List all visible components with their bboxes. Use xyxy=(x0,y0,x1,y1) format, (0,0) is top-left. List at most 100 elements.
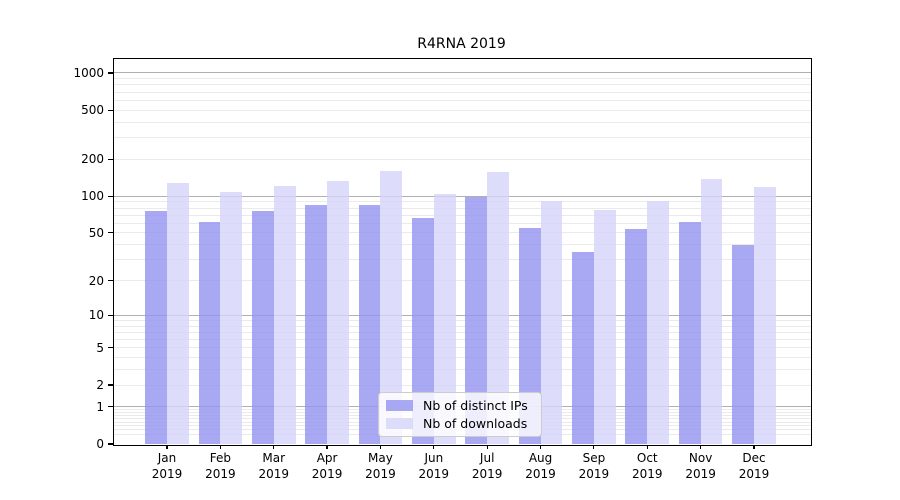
x-tick-label-sep: Sep 2019 xyxy=(562,451,626,482)
y-gridline-major xyxy=(114,195,811,197)
bar-distinct-ips-jan xyxy=(145,211,167,444)
bar-distinct-ips-aug xyxy=(518,227,541,444)
bar-distinct-ips-apr xyxy=(305,205,328,444)
x-tick-year: 2019 xyxy=(311,466,343,481)
x-tick-label-dec: Dec 2019 xyxy=(722,451,786,482)
y-tick-label-200: 200 xyxy=(81,152,104,167)
bar-downloads-sep xyxy=(593,210,616,444)
x-tick-label-oct: Oct 2019 xyxy=(615,451,679,482)
y-tick-label-2: 2 xyxy=(96,378,104,392)
y-tick-mark xyxy=(108,109,113,111)
y-tick-mark xyxy=(108,443,113,445)
x-tick-label-may: May 2019 xyxy=(348,451,412,482)
x-tick-year: 2019 xyxy=(471,466,503,481)
y-tick-mark xyxy=(108,232,113,234)
y-tick-label-0: 0 xyxy=(96,437,104,451)
x-tick-label-feb: Feb 2019 xyxy=(188,451,252,482)
y-tick-mark xyxy=(108,72,113,74)
x-tick-mark xyxy=(219,445,221,449)
x-tick-mark xyxy=(646,445,648,449)
bar-distinct-ips-may xyxy=(358,205,381,444)
bar-distinct-ips-dec xyxy=(732,244,754,444)
bar-downloads-may xyxy=(380,171,403,444)
y-tick-mark xyxy=(108,347,113,349)
y-tick-label-1: 1 xyxy=(96,399,104,414)
x-tick-year: 2019 xyxy=(525,466,556,481)
y-tick-label-10: 10 xyxy=(88,308,104,323)
x-tick-month: Oct xyxy=(636,451,658,465)
y-gridline-minor xyxy=(114,207,811,209)
y-gridline-minor xyxy=(114,347,811,349)
x-tick-mark xyxy=(379,445,382,449)
y-gridline-minor xyxy=(114,99,811,101)
y-gridline-minor xyxy=(114,325,811,327)
legend-label-downloads: Nb of downloads xyxy=(423,416,528,431)
bar-downloads-feb xyxy=(220,192,243,444)
y-tick-mark xyxy=(108,384,113,386)
y-tick-label-100: 100 xyxy=(81,189,104,204)
x-tick-year: 2019 xyxy=(258,466,289,481)
y-gridline-major xyxy=(114,72,811,74)
legend-label-distinct-ips: Nb of distinct IPs xyxy=(423,398,528,413)
x-tick-mark xyxy=(326,445,328,449)
y-tick-label-20: 20 xyxy=(88,273,104,288)
y-tick-mark xyxy=(108,314,113,316)
x-tick-year: 2019 xyxy=(631,466,663,481)
bar-downloads-aug xyxy=(540,200,563,444)
x-tick-label-jul: Jul 2019 xyxy=(455,451,519,482)
y-gridline-major xyxy=(114,314,811,316)
plot-area: Nb of distinct IPs Nb of downloads xyxy=(113,58,812,446)
bar-downloads-oct xyxy=(647,200,670,444)
y-tick-mark xyxy=(108,195,113,197)
bar-distinct-ips-feb xyxy=(198,221,221,444)
x-tick-mark xyxy=(700,445,702,449)
legend-item-distinct-ips: Nb of distinct IPs xyxy=(386,398,533,413)
x-tick-label-mar: Mar 2019 xyxy=(242,451,306,482)
y-gridline-minor xyxy=(114,331,811,333)
y-gridline-minor xyxy=(114,137,811,139)
y-gridline-minor xyxy=(114,259,811,261)
x-tick-year: 2019 xyxy=(685,466,716,481)
x-tick-label-apr: Apr 2019 xyxy=(295,451,359,482)
x-tick-year: 2019 xyxy=(205,466,236,481)
x-tick-month: Feb xyxy=(209,451,231,465)
y-gridline-minor xyxy=(114,109,811,111)
x-tick-label-aug: Aug 2019 xyxy=(509,451,573,482)
y-gridline-minor xyxy=(114,91,811,93)
y-gridline-minor xyxy=(114,214,811,216)
bar-downloads-jun xyxy=(433,193,456,444)
y-tick-label-5: 5 xyxy=(96,340,104,355)
bar-distinct-ips-jul xyxy=(465,197,488,444)
legend-swatch-distinct-ips xyxy=(386,400,413,411)
x-tick-mark xyxy=(486,445,488,449)
y-gridline-minor xyxy=(114,280,811,281)
bar-distinct-ips-sep xyxy=(572,251,594,444)
x-tick-mark xyxy=(433,445,435,449)
bar-downloads-apr xyxy=(327,180,349,444)
y-tick-mark xyxy=(108,279,113,282)
y-gridline-minor xyxy=(114,222,811,224)
y-tick-label-1000: 1000 xyxy=(73,65,104,80)
bar-distinct-ips-nov xyxy=(678,221,701,444)
x-tick-mark xyxy=(273,445,275,449)
x-tick-year: 2019 xyxy=(738,466,770,481)
y-gridline-minor xyxy=(114,232,811,234)
y-gridline-minor xyxy=(114,158,811,160)
y-gridline-minor xyxy=(114,78,811,80)
x-tick-mark xyxy=(593,445,595,449)
x-tick-label-jan: Jan 2019 xyxy=(135,451,199,482)
x-tick-month: Aug xyxy=(528,451,553,465)
y-gridline-minor xyxy=(114,369,811,371)
x-tick-month: Jun xyxy=(424,451,444,465)
bar-distinct-ips-jun xyxy=(412,218,434,444)
x-tick-month: Jul xyxy=(479,451,495,465)
y-gridline-minor xyxy=(114,201,811,203)
y-gridline-minor xyxy=(114,339,811,340)
bar-distinct-ips-mar xyxy=(251,211,274,444)
bar-downloads-jan xyxy=(167,183,189,444)
y-gridline-minor xyxy=(114,84,811,86)
bar-downloads-nov xyxy=(700,178,723,444)
y-tick-label-500: 500 xyxy=(81,103,104,118)
x-tick-mark xyxy=(166,445,168,449)
